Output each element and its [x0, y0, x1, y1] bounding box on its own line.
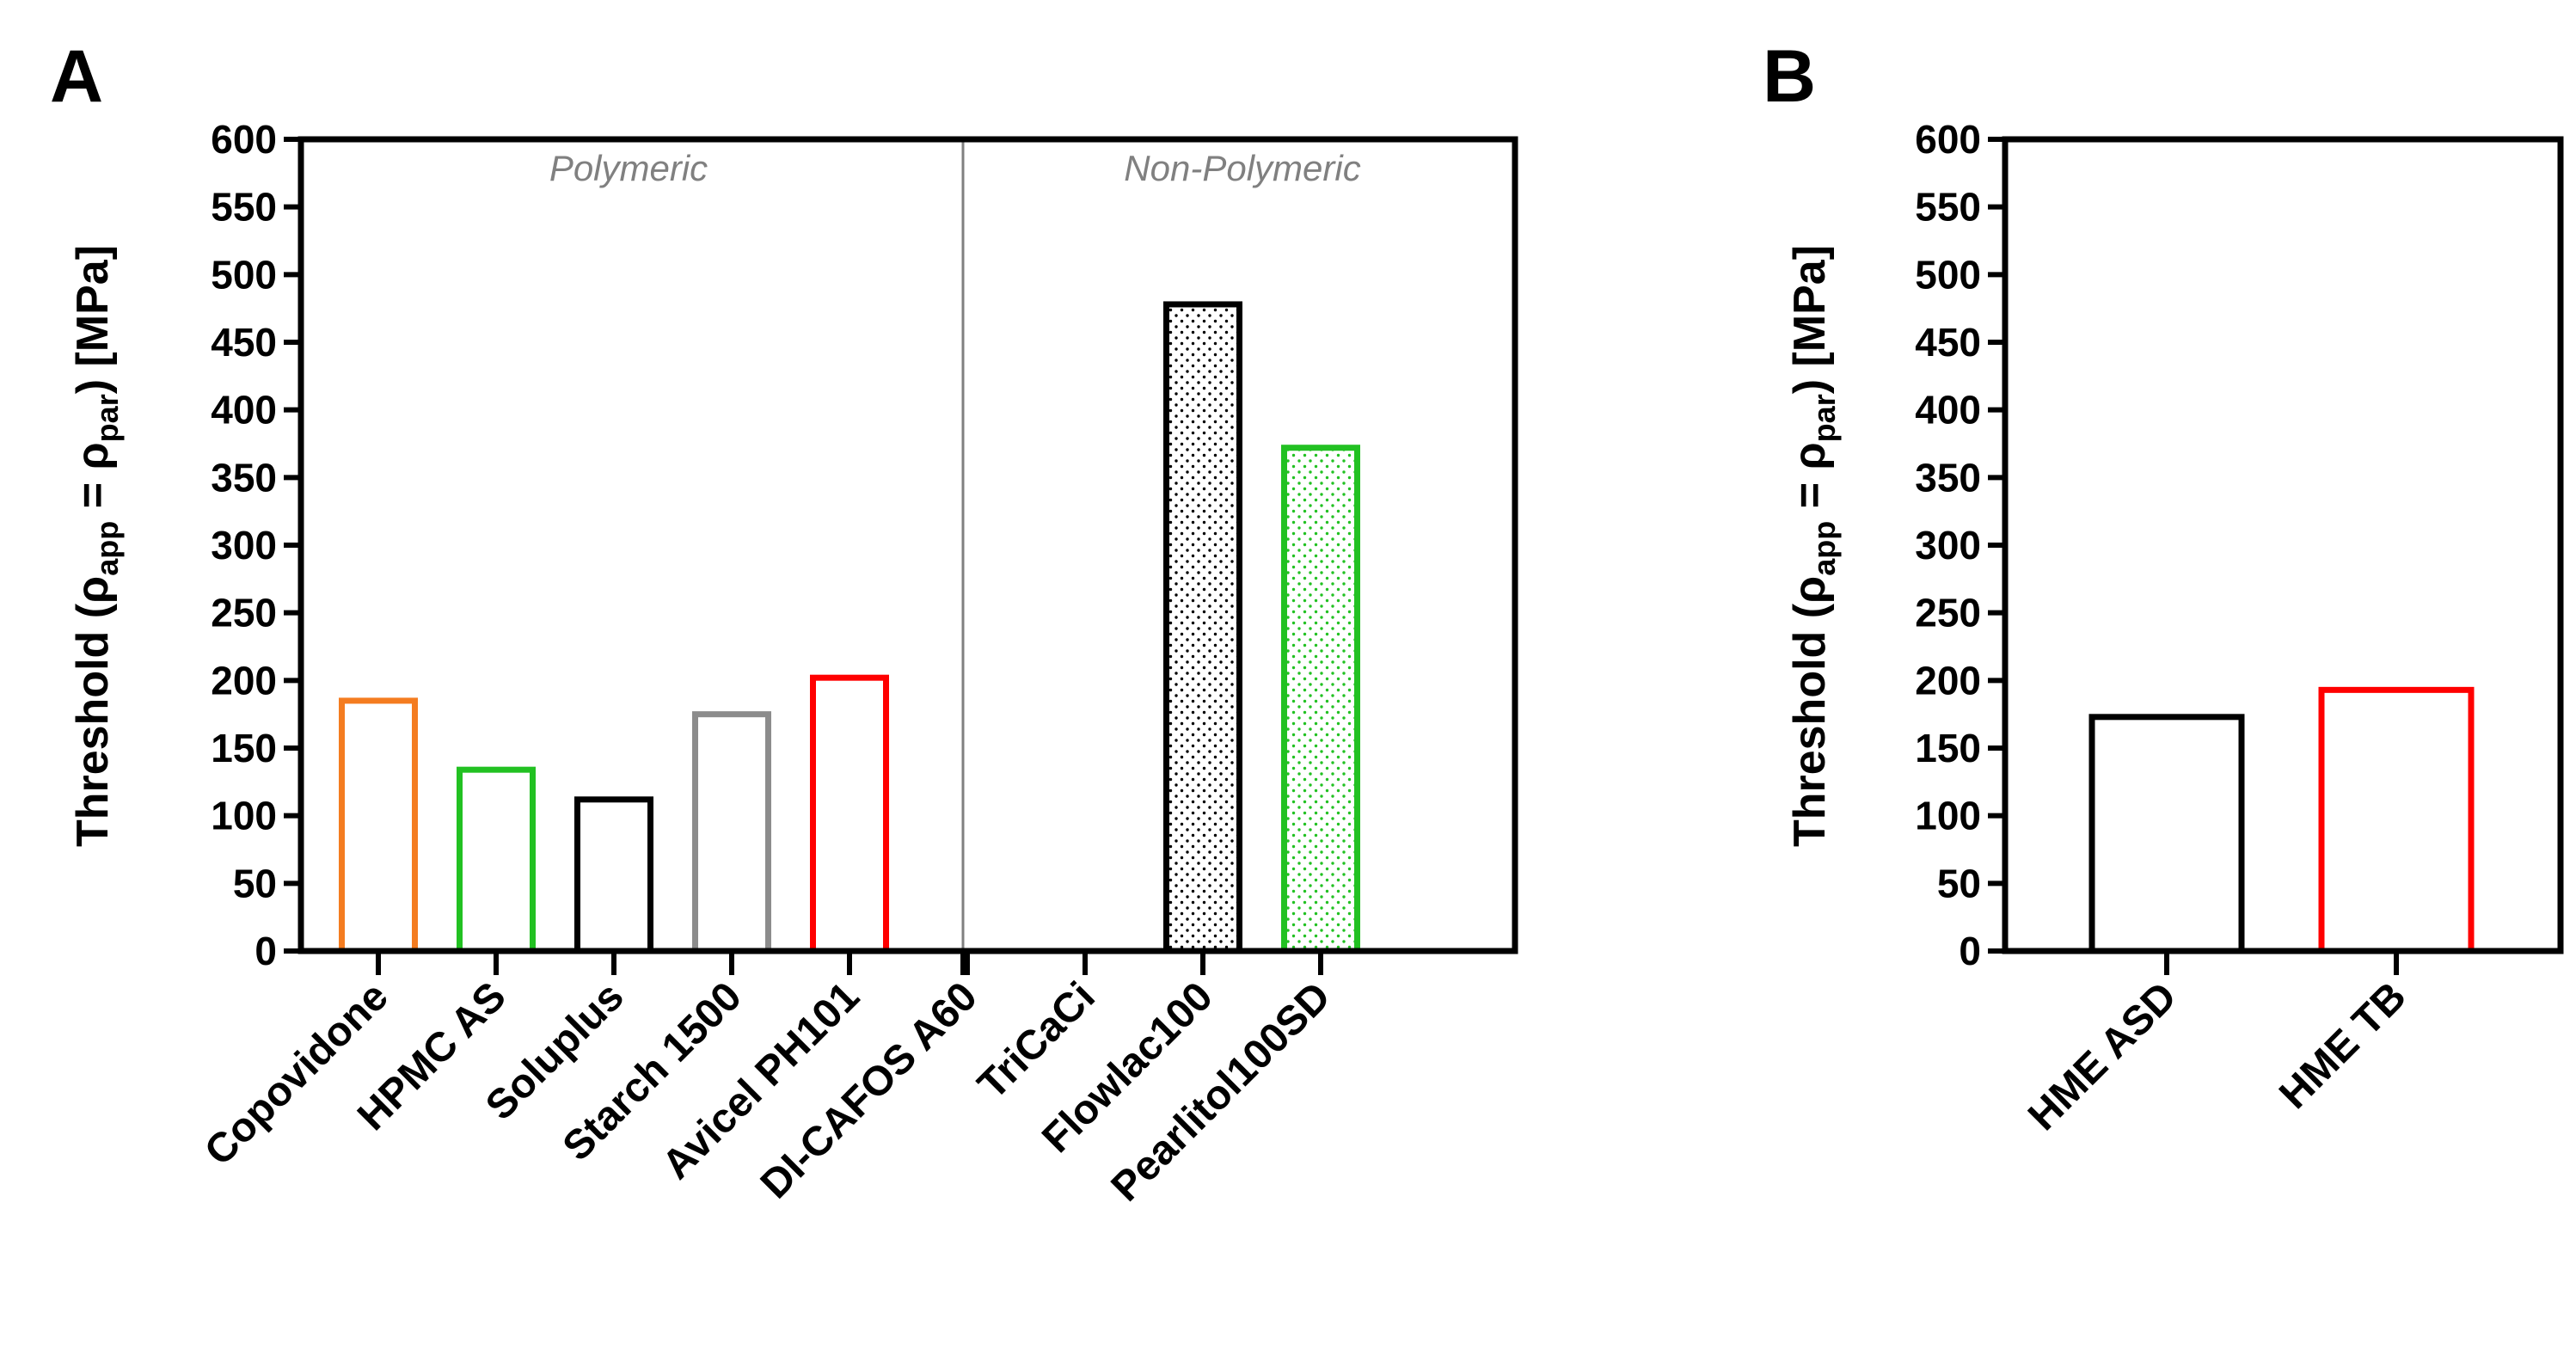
panel-a-y-tick-label: 350	[211, 455, 277, 500]
group-label-polymeric: Polymeric	[549, 148, 708, 188]
panel-b-y-tick-label: 250	[1915, 591, 1981, 635]
bar-soluplus	[574, 796, 653, 954]
panel-a-y-tick-label: 200	[211, 658, 277, 703]
panel-b-y-tick-label: 0	[1959, 929, 1981, 973]
panel-b-y-tick-label: 450	[1915, 320, 1981, 365]
panel-a-letter: A	[50, 35, 103, 118]
panel-b-y-tick-label: 100	[1915, 794, 1981, 838]
panel-a-y-tick-label: 400	[211, 388, 277, 433]
panel-a-y-tick-label: 150	[211, 726, 277, 770]
bar-copovidone	[339, 697, 418, 954]
panel-a-y-tick-label: 500	[211, 252, 277, 297]
bar-hpmc-as	[457, 766, 536, 954]
panel-a-y-tick-label: 50	[233, 861, 277, 905]
panel-b-y-tick-label: 350	[1915, 455, 1981, 500]
bar-hme-asd	[2088, 714, 2245, 954]
panel-b-y-tick-label: 200	[1915, 658, 1981, 703]
panel-a-y-tick-label: 0	[255, 929, 277, 973]
x-label-hme-tb: HME TB	[2271, 973, 2415, 1118]
panel-a-y-axis-label: Threshold (ρapp = ρpar) [MPa]	[68, 245, 125, 847]
bar-avicel-ph101	[810, 674, 889, 954]
bar-flowlac100	[1163, 301, 1242, 954]
group-label-non-polymeric: Non-Polymeric	[1124, 148, 1360, 188]
x-label-copovidone: Copovidone	[196, 973, 397, 1175]
bar-pearlitol100sd	[1281, 445, 1360, 954]
panel-b-letter: B	[1763, 35, 1816, 118]
panel-b-y-tick-label: 150	[1915, 726, 1981, 770]
panel-b-y-tick-label: 50	[1937, 861, 1981, 905]
panel-b-y-axis-label: Threshold (ρapp = ρpar) [MPa]	[1785, 245, 1842, 847]
panel-a-y-tick-label: 300	[211, 523, 277, 568]
panel-b: B Threshold (ρapp = ρpar) [MPa] 0 50 100 15…	[1763, 35, 2564, 1139]
panel-b-y-tick-label: 400	[1915, 388, 1981, 433]
panel-b-y-tick-label: 600	[1915, 117, 1981, 162]
panel-a-y-tick-label: 450	[211, 320, 277, 365]
panel-b-plot-frame	[2002, 136, 2564, 954]
panel-b-y-tick-label: 550	[1915, 185, 1981, 230]
panel-a-y-tick-label: 600	[211, 117, 277, 162]
panel-a-y-tick-label: 550	[211, 185, 277, 230]
panel-a-plot-frame	[297, 136, 1518, 954]
panel-b-y-tick-label: 500	[1915, 252, 1981, 297]
panel-a-y-tick-label: 250	[211, 591, 277, 635]
bar-starch-1500	[692, 711, 771, 954]
x-label-pearlitol100sd: Pearlitol100SD	[1103, 973, 1340, 1210]
panel-a: A Threshold (ρapp = ρpar) [MPa] Polymeri…	[50, 35, 1518, 1210]
panel-b-y-tick-label: 300	[1915, 523, 1981, 568]
panel-a-y-tick-label: 100	[211, 794, 277, 838]
x-label-di-cafos-a60: DI-CAFOS A60	[752, 973, 986, 1207]
x-label-hme-asd: HME ASD	[2020, 973, 2186, 1139]
bar-hme-tb	[2318, 686, 2475, 954]
